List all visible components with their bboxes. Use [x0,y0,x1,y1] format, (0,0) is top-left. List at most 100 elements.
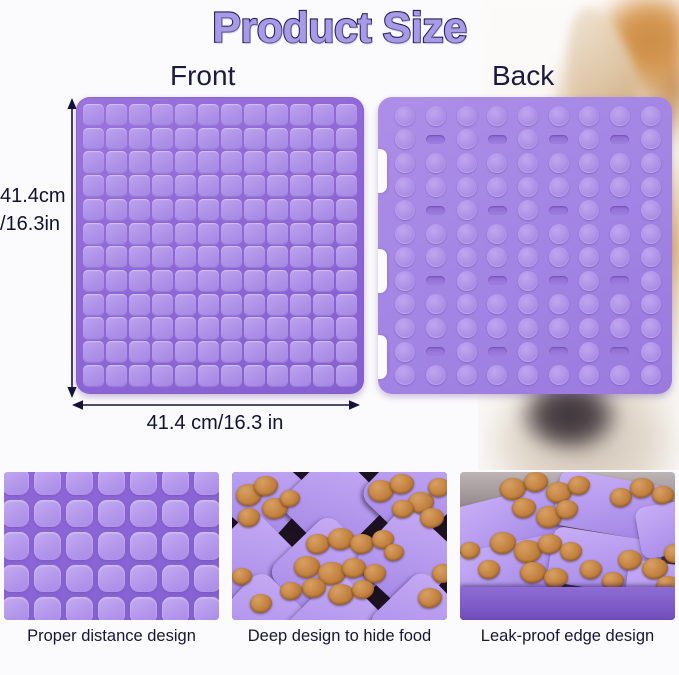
kibble [238,508,260,527]
front-pad [105,198,128,221]
closeup-pad [98,500,125,528]
kibble [352,580,374,599]
back-bump [456,176,477,197]
kibble [306,534,330,554]
front-pad [105,270,128,293]
front-pad [197,198,220,221]
front-pad [335,127,357,150]
back-bump [609,223,630,244]
back-bump [640,129,661,150]
vertical-dimension-arrow-icon [67,98,77,398]
front-pad [220,151,243,174]
back-bump [517,152,538,173]
front-pad [220,317,243,340]
kibble [580,560,602,579]
height-dimension-label: 41.4cm /16.3in [0,182,66,238]
front-pad [335,270,357,293]
back-bump [456,200,477,221]
front-pad [151,198,174,221]
front-pad [312,341,335,364]
kibble [560,542,582,561]
closeup-pad [34,596,61,620]
back-bump [395,200,416,221]
back-bump [517,176,538,197]
closeup-pad [194,472,219,496]
front-pad [266,364,289,387]
front-pad [105,246,128,269]
back-bump [425,152,446,173]
back-bump [579,318,600,339]
kibble [618,550,642,570]
front-pad [335,364,357,387]
closeup-pad [4,596,29,620]
back-bump [517,294,538,315]
front-pad [220,364,243,387]
closeup-pad [34,500,61,528]
horizontal-dimension-arrow-icon [72,400,360,410]
kibble [390,474,414,494]
kibble [432,564,447,583]
closeup-pad [66,532,93,560]
front-pad [105,341,128,364]
front-pad [105,364,128,387]
back-slot [610,347,630,357]
closeup-pad [162,532,189,560]
back-bump [395,341,416,362]
front-pad [243,104,266,127]
back-bump [640,200,661,221]
front-pad [312,198,335,221]
back-bump [425,247,446,268]
back-slot [487,347,507,357]
closeup-pad [34,564,61,592]
front-pad [197,151,220,174]
kibble [342,558,366,578]
back-bump [579,129,600,150]
back-bump [579,294,600,315]
closeup-pad [162,564,189,592]
page-title: Product Size [211,3,468,53]
front-pad [220,270,243,293]
front-pad [220,246,243,269]
closeup-pad [130,564,157,592]
back-bump [395,365,416,386]
back-bump [456,365,477,386]
front-pad [174,104,197,127]
kibble [318,562,346,585]
back-bump [456,318,477,339]
front-pad [243,127,266,150]
kibble [602,572,624,590]
back-bump [579,176,600,197]
front-pad [289,127,312,150]
front-pad [174,317,197,340]
back-bump [425,318,446,339]
kibble [568,476,590,495]
back-bump [517,318,538,339]
front-pad [128,127,151,150]
closeup-pad [34,532,61,560]
front-pad [266,270,289,293]
front-pad [174,246,197,269]
kibble [420,508,444,528]
front-pad [243,151,266,174]
front-pad [151,127,174,150]
front-pad [128,222,151,245]
back-bump [579,105,600,126]
front-pad [197,246,220,269]
front-pad [335,104,357,127]
back-bump [487,176,508,197]
height-dimension-in: /16.3in [0,213,61,235]
back-bump [609,247,630,268]
back-slot [610,205,630,215]
closeup-pad [34,472,61,496]
front-pad [105,293,128,316]
kibble [328,584,354,605]
back-bump [517,270,538,291]
front-pad [335,246,357,269]
kibble [556,500,578,519]
front-pad [105,175,128,198]
front-pad [151,270,174,293]
closeup-pad [66,564,93,592]
front-pad [151,175,174,198]
back-bump [548,176,569,197]
back-bump [456,294,477,315]
